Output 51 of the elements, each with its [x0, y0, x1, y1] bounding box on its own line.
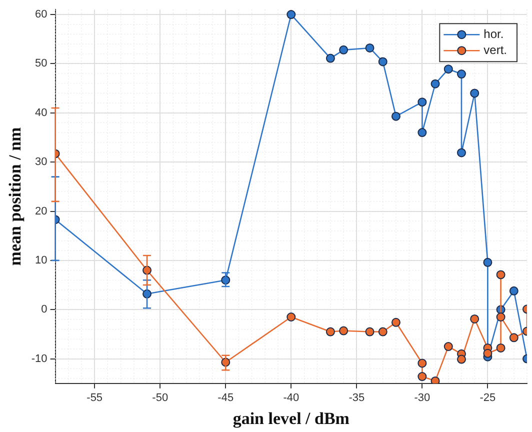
point [378, 327, 388, 336]
point [456, 70, 466, 79]
x-tick-label: -35 [348, 392, 365, 404]
point [339, 45, 348, 54]
point [326, 54, 335, 63]
point [483, 258, 492, 267]
y-tick-label: 60 [35, 8, 48, 21]
point [444, 342, 453, 352]
point [430, 376, 440, 384]
point [378, 57, 388, 66]
point [496, 312, 506, 322]
point [418, 128, 427, 138]
point [456, 354, 466, 364]
point [365, 43, 374, 52]
point [365, 327, 374, 336]
point [339, 326, 348, 336]
point [470, 88, 480, 98]
point [418, 98, 427, 107]
x-tick-label: -45 [218, 392, 234, 404]
y-tick-label: 10 [35, 254, 48, 266]
y-tick-label: 20 [35, 205, 48, 218]
x-tick-label: -55 [86, 392, 103, 404]
point [430, 79, 440, 88]
point [286, 10, 296, 20]
y-tick-label: 0 [41, 304, 48, 316]
y-tick-label: 30 [35, 156, 48, 168]
point [509, 286, 518, 296]
y-tick-label: 50 [35, 58, 48, 70]
point [391, 112, 400, 121]
point [483, 348, 492, 358]
x-tick-label: -40 [283, 392, 300, 404]
x-tick-label: -30 [414, 392, 430, 404]
x-tick-label: -25 [480, 392, 496, 404]
x-axis-title: gain level / dBm [232, 409, 350, 428]
point [444, 64, 453, 74]
point [496, 343, 506, 352]
point [326, 327, 335, 336]
point [470, 314, 480, 324]
point [286, 312, 296, 322]
point [456, 148, 466, 158]
y-axis-title: mean position / nm [6, 127, 25, 266]
legend-label: hor. [484, 26, 504, 41]
point [418, 358, 427, 368]
legend-label: vert. [484, 42, 508, 57]
y-tick-label: -10 [31, 352, 48, 365]
x-tick-label: -50 [152, 392, 168, 404]
point [391, 318, 400, 327]
point [418, 372, 427, 382]
point [496, 270, 506, 280]
point [509, 333, 518, 342]
y-tick-label: 40 [35, 106, 48, 119]
